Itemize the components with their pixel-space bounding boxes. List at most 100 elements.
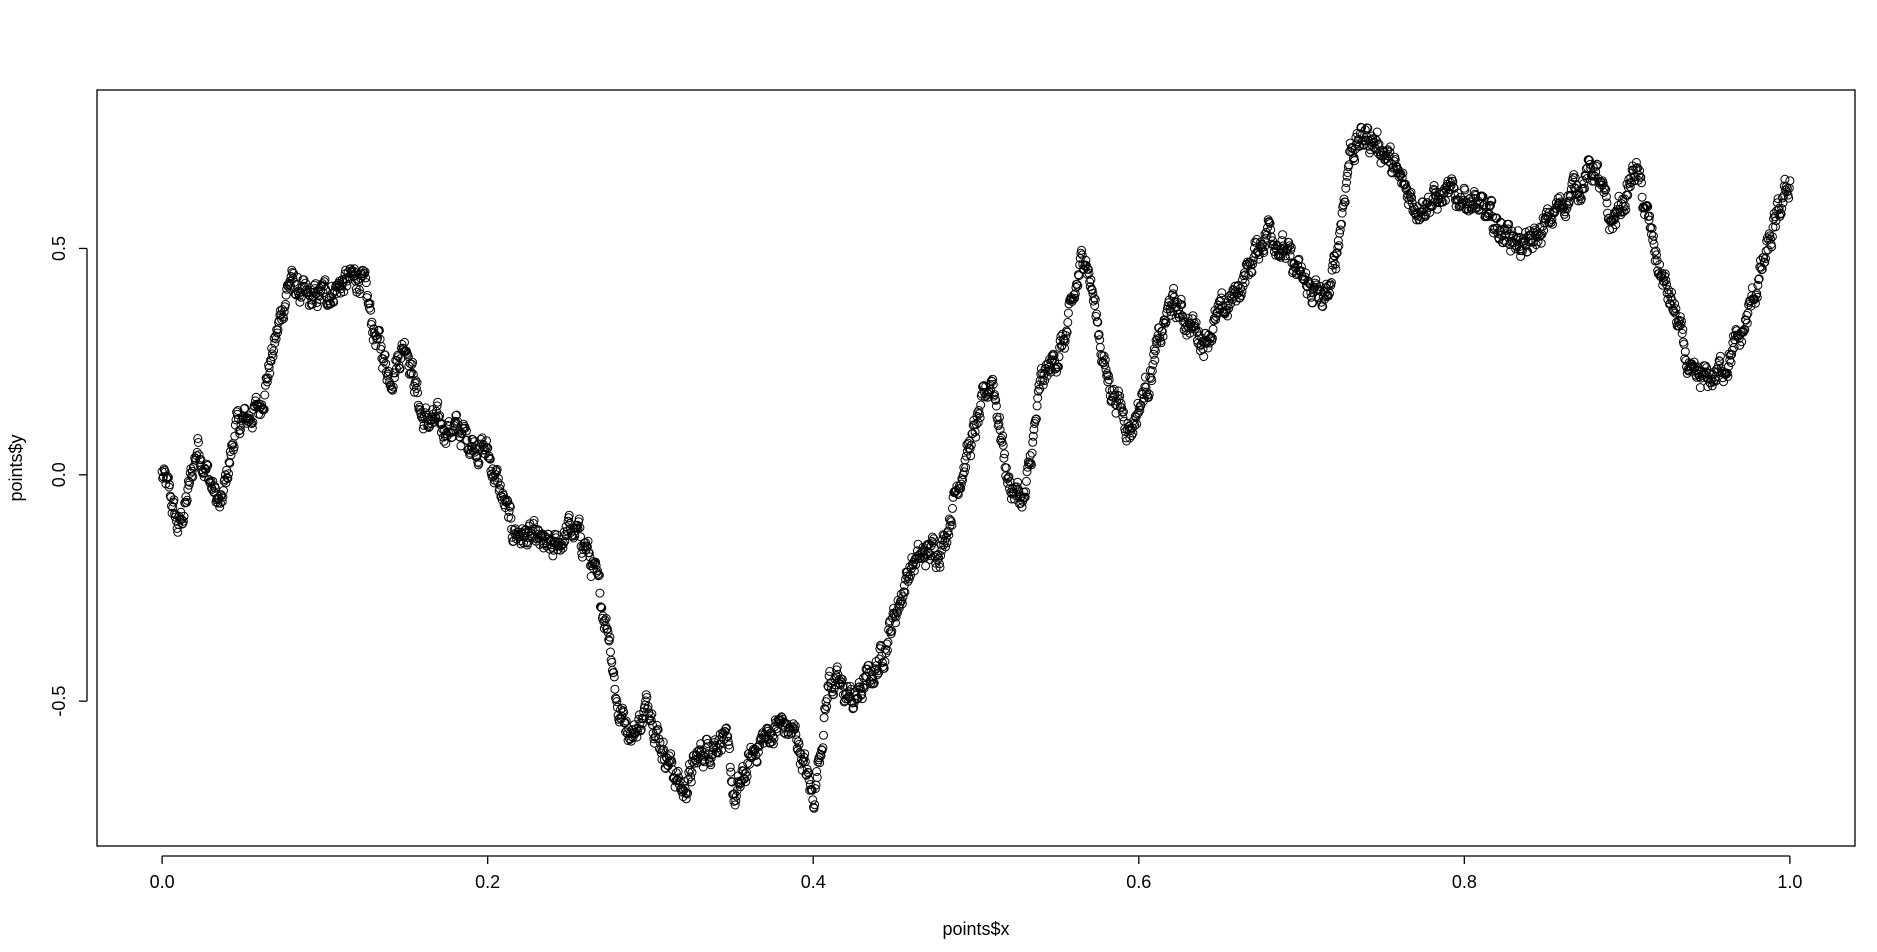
data-point <box>1150 355 1160 365</box>
data-point <box>1655 260 1665 269</box>
data-point <box>999 453 1009 463</box>
data-point <box>725 762 735 772</box>
data-point <box>683 788 693 798</box>
data-point <box>341 274 351 284</box>
data-point <box>1487 196 1497 206</box>
data-point <box>795 759 805 769</box>
data-point <box>544 534 554 544</box>
data-point <box>361 273 371 283</box>
y-tick-label: 0.0 <box>49 462 69 487</box>
data-point <box>1150 346 1160 356</box>
data-point <box>991 395 1001 405</box>
data-point <box>1122 436 1132 446</box>
data-point <box>400 337 409 347</box>
data-point <box>1021 487 1031 497</box>
data-point <box>1053 362 1063 372</box>
data-point <box>928 532 937 542</box>
data-point <box>574 514 584 524</box>
data-point <box>1308 298 1318 308</box>
data-point <box>1285 241 1294 251</box>
data-point <box>1608 215 1618 224</box>
data-point <box>1602 198 1612 208</box>
data-point <box>1407 193 1417 203</box>
data-point <box>1383 156 1393 166</box>
data-point <box>292 272 302 282</box>
data-point <box>995 425 1005 435</box>
data-point <box>1144 389 1154 399</box>
data-point <box>600 615 610 625</box>
data-point <box>1326 281 1336 290</box>
data-point <box>1049 351 1059 361</box>
data-point <box>1260 229 1270 239</box>
data-point <box>1419 210 1429 220</box>
data-point <box>988 374 998 384</box>
data-point <box>272 328 282 338</box>
data-point <box>1175 309 1185 319</box>
data-point <box>1254 254 1264 264</box>
data-point <box>1311 275 1321 285</box>
data-point <box>1548 219 1557 229</box>
data-point <box>265 368 275 378</box>
data-point <box>1725 355 1735 365</box>
data-point <box>602 624 612 634</box>
data-point <box>1331 264 1341 274</box>
data-point <box>642 693 652 702</box>
data-point <box>548 551 558 561</box>
data-point <box>731 791 741 801</box>
data-point <box>816 751 826 761</box>
data-point <box>1661 276 1671 285</box>
data-point <box>300 282 310 292</box>
data-point <box>1600 185 1610 195</box>
data-point <box>1326 278 1336 287</box>
data-point <box>686 772 696 782</box>
data-point <box>1248 259 1257 269</box>
data-point <box>891 612 901 622</box>
data-point <box>974 409 984 419</box>
data-point <box>1060 336 1070 346</box>
data-point <box>1278 230 1288 240</box>
data-point <box>930 552 940 562</box>
data-point <box>1090 295 1100 304</box>
data-point <box>235 425 245 435</box>
data-point <box>1531 231 1541 241</box>
x-tick-label: 0.4 <box>801 872 826 892</box>
data-point <box>706 760 716 770</box>
data-point <box>1599 187 1609 197</box>
data-point <box>1004 472 1014 482</box>
data-point <box>260 390 270 400</box>
data-point <box>1013 477 1023 487</box>
data-point <box>1776 208 1785 218</box>
data-point <box>285 276 295 286</box>
data-point <box>1060 343 1070 353</box>
data-point <box>726 767 736 777</box>
data-point <box>1670 299 1680 309</box>
data-point <box>820 704 830 714</box>
data-point <box>1183 313 1193 323</box>
data-point <box>453 417 463 426</box>
data-point <box>1358 140 1368 150</box>
data-point <box>961 451 971 461</box>
data-point <box>857 689 867 699</box>
data-point <box>270 338 280 348</box>
data-point <box>1177 300 1187 310</box>
data-point <box>1704 368 1714 378</box>
data-point <box>179 511 189 521</box>
data-point <box>605 632 615 642</box>
data-point <box>259 405 269 415</box>
data-point <box>482 436 491 446</box>
data-point <box>1052 367 1061 377</box>
data-point <box>217 491 227 501</box>
data-point <box>857 694 867 704</box>
data-point <box>1114 386 1123 396</box>
data-point <box>1235 293 1245 303</box>
data-point <box>366 305 376 315</box>
data-point <box>799 752 809 762</box>
data-point <box>1625 182 1635 192</box>
data-point <box>1737 337 1747 347</box>
data-point <box>1169 283 1179 293</box>
data-point <box>903 576 913 586</box>
data-point <box>788 719 798 729</box>
data-point <box>825 666 835 676</box>
data-point <box>1526 231 1536 241</box>
data-point <box>388 385 398 395</box>
